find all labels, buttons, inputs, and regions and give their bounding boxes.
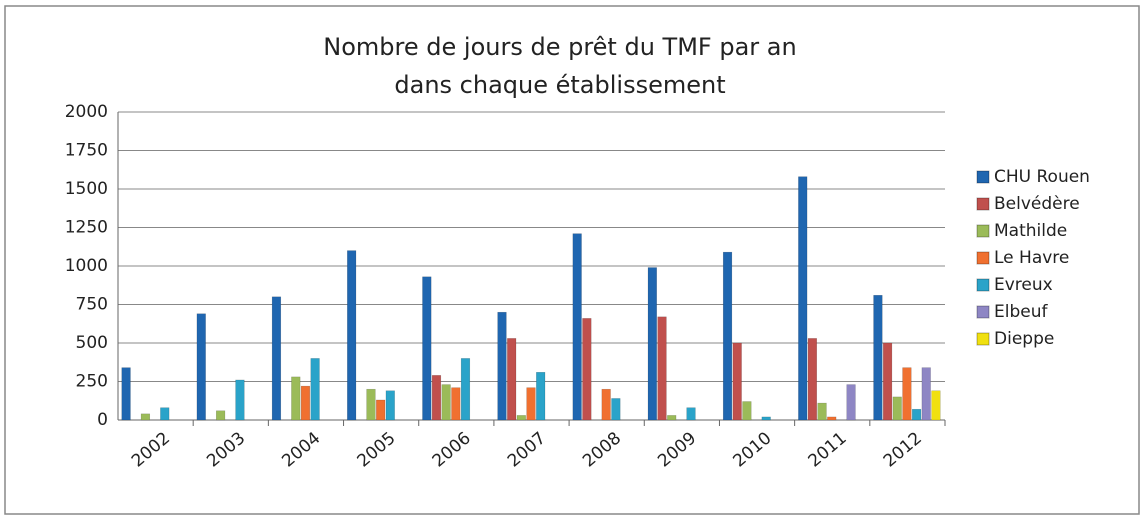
legend-label: CHU Rouen: [994, 167, 1090, 187]
bar: [366, 388, 376, 421]
bar: [300, 385, 311, 421]
bar: [536, 372, 546, 421]
y-tick-label: 1500: [65, 179, 108, 199]
bar: [732, 342, 742, 421]
chart-title: dans chaque établissement: [394, 71, 725, 99]
bar: [160, 407, 170, 421]
bar: [385, 390, 395, 421]
bar: [807, 338, 817, 421]
bar: [921, 367, 931, 421]
bar: [451, 387, 461, 421]
chart-title: Nombre de jours de prêt du TMF par an: [323, 33, 796, 61]
y-tick-label: 1750: [65, 141, 108, 161]
bar: [798, 176, 808, 421]
bar: [742, 401, 752, 421]
bar: [931, 390, 941, 421]
bar: [647, 267, 657, 421]
bar: [460, 358, 471, 421]
bar: [526, 387, 536, 421]
legend-label: Evreux: [994, 275, 1053, 295]
bar: [817, 402, 827, 421]
bar: [686, 407, 696, 421]
bar: [761, 416, 771, 421]
bar: [516, 415, 526, 421]
bar: [216, 410, 226, 421]
bar: [582, 318, 592, 421]
bar: [441, 384, 451, 421]
bar: [911, 408, 922, 421]
bar: [310, 358, 320, 421]
y-tick-label: 500: [76, 333, 108, 353]
legend-label: Mathilde: [994, 221, 1067, 241]
y-tick-label: 1000: [65, 256, 108, 276]
bar: [347, 250, 357, 421]
bar: [507, 338, 517, 421]
bar: [121, 367, 131, 421]
bar: [572, 233, 582, 421]
legend-swatch: [976, 305, 990, 319]
bar: [601, 388, 611, 421]
bar: [846, 384, 856, 421]
bar: [611, 398, 621, 421]
y-tick-label: 2000: [65, 102, 108, 122]
bar: [376, 399, 386, 421]
chart-frame: [4, 5, 1140, 515]
bar: [873, 295, 883, 421]
bar: [271, 296, 282, 421]
bar: [291, 376, 301, 421]
y-tick-label: 1250: [65, 218, 108, 238]
bar: [657, 316, 667, 421]
legend-swatch: [976, 170, 990, 184]
y-tick-label: 0: [97, 410, 108, 430]
legend-label: Le Havre: [994, 248, 1069, 268]
bar: [196, 313, 206, 421]
bar: [497, 311, 507, 421]
bar: [422, 276, 432, 421]
legend-label: Dieppe: [994, 329, 1054, 349]
y-tick-label: 250: [76, 372, 108, 392]
bar: [892, 396, 902, 421]
bar: [827, 416, 837, 421]
bar: [722, 251, 733, 421]
legend-label: Belvédère: [994, 194, 1080, 214]
bar: [235, 379, 245, 421]
y-tick-label: 750: [76, 295, 108, 315]
bar: [667, 415, 677, 421]
legend-swatch: [976, 278, 990, 292]
legend-swatch: [976, 197, 990, 211]
legend-swatch: [976, 251, 990, 265]
bar: [902, 367, 912, 421]
bar: [431, 375, 442, 421]
legend-label: Elbeuf: [994, 302, 1048, 322]
legend-swatch: [976, 332, 990, 346]
legend-swatch: [976, 224, 990, 238]
bar: [882, 342, 893, 421]
bar: [140, 413, 151, 421]
